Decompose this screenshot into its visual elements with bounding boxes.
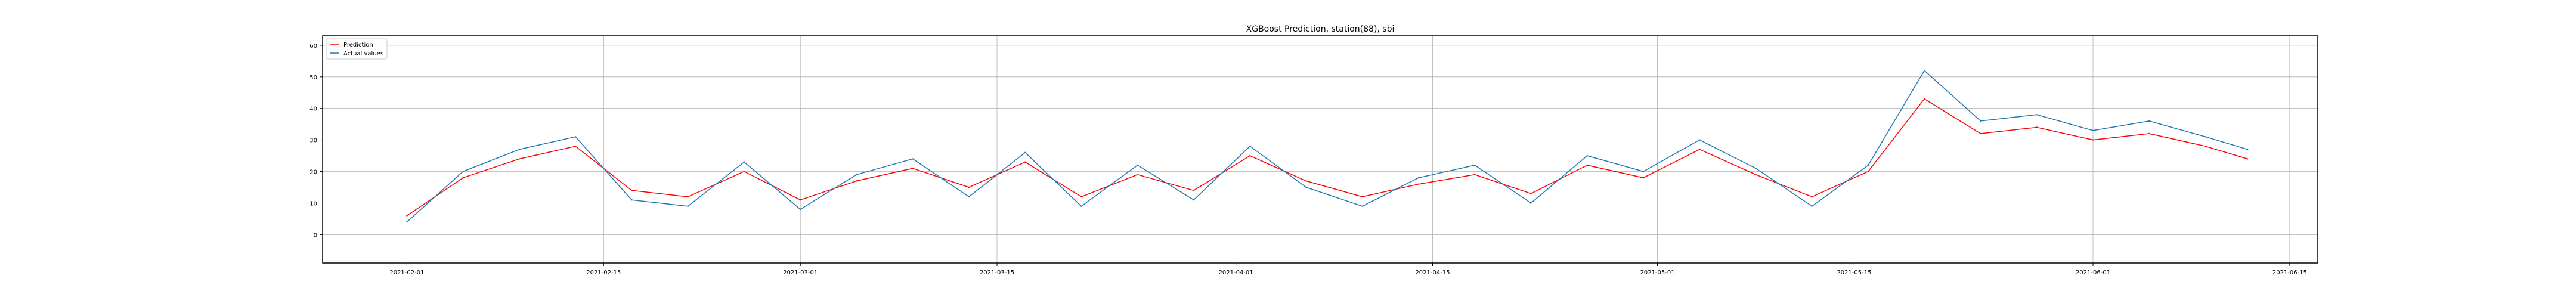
data-point-actual-values [1980,120,1981,122]
data-point-actual-values [1249,146,1251,147]
data-point-prediction [856,180,857,182]
data-point-actual-values [1586,154,1588,157]
data-point-prediction [1755,174,1757,175]
data-point-prediction [800,199,801,201]
legend-label-actual-values: Actual values [343,51,383,57]
data-point-prediction [1811,196,1813,198]
data-point-prediction [968,186,970,188]
data-point-actual-values [968,196,970,198]
x-tick-label: 2021-03-01 [783,270,818,276]
data-point-actual-values [1811,205,1813,207]
y-tick-label: 40 [309,106,317,113]
x-tick-label: 2021-04-01 [1219,270,1253,276]
data-point-prediction [743,171,745,172]
data-point-actual-values [912,158,914,160]
data-point-prediction [1193,190,1195,191]
data-point-actual-values [1193,199,1195,201]
data-point-actual-values [1080,205,1082,207]
y-tick-label: 60 [309,43,317,50]
data-point-prediction [1305,180,1307,182]
data-point-actual-values [1137,164,1138,166]
data-point-actual-values [1924,70,1925,72]
data-point-prediction [1249,154,1251,157]
data-point-actual-values [1024,152,1026,153]
x-tick-label: 2021-03-15 [980,270,1014,276]
plot-background [323,36,2318,263]
x-tick-label: 2021-06-01 [2076,270,2110,276]
series-line-actual-values [406,70,2248,222]
data-point-actual-values [1305,186,1307,188]
y-tick-label: 50 [309,75,317,81]
data-point-prediction [1642,177,1645,179]
data-point-actual-values [1642,171,1645,172]
data-point-actual-values [1755,168,1757,169]
data-point-actual-values [2092,129,2094,131]
data-point-actual-values [800,208,801,211]
x-tick-label: 2021-06-15 [2272,270,2307,276]
data-point-actual-values [1699,139,1701,141]
data-point-actual-values [1361,205,1363,207]
data-point-actual-values [2148,120,2150,122]
data-point-actual-values [518,149,521,150]
legend-box [326,38,388,60]
y-tick-label: 30 [309,138,317,144]
data-point-prediction [1024,161,1026,163]
data-point-prediction [2247,158,2249,160]
data-point-prediction [1361,196,1363,198]
x-tick-label: 2021-05-15 [1837,270,1871,276]
legend-label-prediction: Prediction [343,42,373,48]
data-point-prediction [406,215,408,217]
y-tick-label: 0 [314,232,317,239]
data-point-prediction [2148,132,2150,135]
plot-frame [322,35,2318,264]
data-point-actual-values [687,205,689,207]
data-point-actual-values [1417,177,1420,179]
data-point-prediction [687,196,689,198]
data-point-prediction [2092,139,2094,141]
data-point-prediction [1474,174,1476,175]
data-point-prediction [912,168,914,169]
data-point-actual-values [743,161,745,163]
data-point-prediction [1530,193,1532,194]
series-layer [406,70,2249,223]
grid [323,36,2318,263]
data-point-actual-values [574,136,577,138]
ticks: 2021-02-01 2021-02-15 2021-03-01 2021-03-15… [309,43,2307,276]
data-point-prediction [1417,183,1420,185]
data-point-prediction [631,190,633,191]
data-point-prediction [518,158,521,160]
data-point-actual-values [631,199,633,201]
data-point-prediction [462,177,464,179]
data-point-prediction [1699,149,1701,150]
x-tick-label: 2021-02-15 [586,270,621,276]
data-point-actual-values [1474,164,1476,166]
data-point-actual-values [462,171,464,172]
y-tick-label: 10 [309,201,317,208]
data-point-actual-values [1867,164,1869,166]
data-point-prediction [1980,132,1981,135]
data-point-actual-values [406,221,408,223]
data-point-actual-values [2205,136,2206,138]
data-point-actual-values [2036,114,2038,116]
legend: Prediction Actual values [326,38,388,60]
data-point-prediction [1867,171,1869,172]
data-point-prediction [1586,164,1588,166]
y-tick-label: 20 [309,169,317,176]
data-point-prediction [2205,146,2206,147]
data-point-actual-values [2247,149,2249,150]
data-point-prediction [1137,174,1138,175]
data-point-actual-values [1530,202,1532,204]
data-point-prediction [2036,126,2038,128]
x-tick-label: 2021-02-01 [389,270,424,276]
x-tick-label: 2021-05-01 [1640,270,1674,276]
data-point-actual-values [856,174,857,175]
data-point-prediction [1924,98,1925,100]
data-point-prediction [574,146,577,147]
data-point-prediction [1080,196,1082,198]
chart-title: XGBoost Prediction, station(88), sbi [1246,24,1395,34]
x-tick-label: 2021-04-15 [1415,270,1450,276]
